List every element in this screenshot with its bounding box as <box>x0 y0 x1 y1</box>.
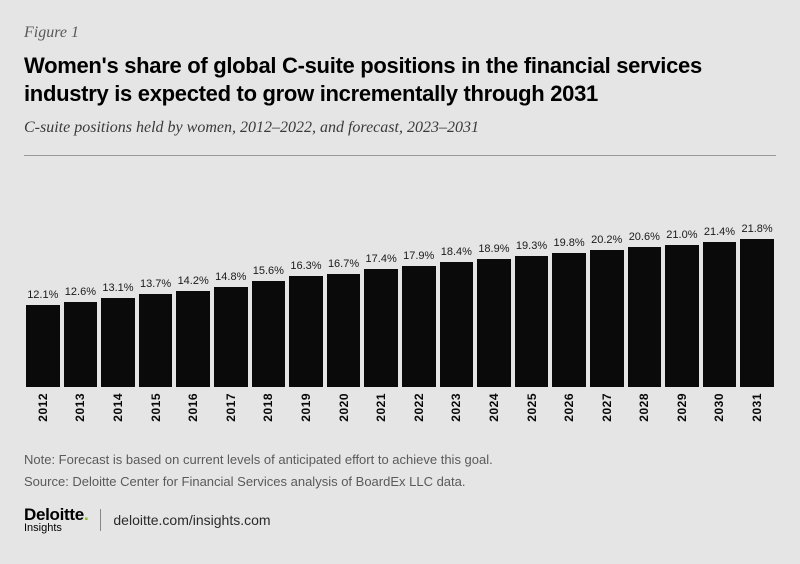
bar <box>139 294 173 387</box>
bar-wrap: 12.1% 2012 <box>26 289 60 422</box>
bar <box>214 287 248 388</box>
brand-name: Deloitte <box>24 505 84 524</box>
bar <box>703 242 737 388</box>
bar-value-label: 12.6% <box>65 286 96 298</box>
bar-wrap: 17.9% 2022 <box>402 250 436 422</box>
bar <box>101 298 135 387</box>
bar-wrap: 21.8% 2031 <box>740 223 774 422</box>
bar-category-label: 2029 <box>675 393 689 422</box>
bar-wrap: 15.6% 2018 <box>252 265 286 422</box>
bar-wrap: 18.4% 2023 <box>440 246 474 422</box>
bar-category-label: 2030 <box>712 393 726 422</box>
bar <box>628 247 662 387</box>
bar-value-label: 19.3% <box>516 240 547 252</box>
bar-category-label: 2020 <box>337 393 351 422</box>
bar-category-label: 2026 <box>562 393 576 422</box>
bar-category-label: 2027 <box>600 393 614 422</box>
site-url: deloitte.com/insights.com <box>113 512 270 528</box>
bar <box>289 276 323 387</box>
brand-dot-icon: . <box>84 505 88 524</box>
bar <box>64 302 98 388</box>
bar-value-label: 12.1% <box>27 289 58 301</box>
bar-wrap: 16.7% 2020 <box>327 258 361 422</box>
bar-value-label: 17.9% <box>403 250 434 262</box>
bar-value-label: 19.8% <box>554 237 585 249</box>
bar-category-label: 2014 <box>111 393 125 422</box>
bar-category-label: 2021 <box>374 393 388 422</box>
bar-value-label: 18.9% <box>478 243 509 255</box>
bar <box>552 253 586 388</box>
bar-category-label: 2018 <box>261 393 275 422</box>
bar-value-label: 13.1% <box>102 282 133 294</box>
bar-category-label: 2017 <box>224 393 238 422</box>
vertical-divider <box>100 509 101 531</box>
bar-wrap: 20.2% 2027 <box>590 234 624 422</box>
bar-value-label: 21.0% <box>666 229 697 241</box>
bar <box>402 266 436 388</box>
bar-category-label: 2028 <box>637 393 651 422</box>
bar-value-label: 16.7% <box>328 258 359 270</box>
bar-value-label: 21.4% <box>704 226 735 238</box>
bar-wrap: 17.4% 2021 <box>364 253 398 422</box>
bar-category-label: 2019 <box>299 393 313 422</box>
divider-line <box>24 155 776 156</box>
bar-value-label: 20.6% <box>629 231 660 243</box>
chart-title: Women's share of global C-suite position… <box>24 52 776 107</box>
chart-subtitle: C-suite positions held by women, 2012–20… <box>24 119 776 137</box>
bar-wrap: 21.0% 2029 <box>665 229 699 423</box>
bar-value-label: 14.8% <box>215 271 246 283</box>
source-line: Source: Deloitte Center for Financial Se… <box>24 472 776 492</box>
footnote: Note: Forecast is based on current level… <box>24 450 776 470</box>
bar-wrap: 21.4% 2030 <box>703 226 737 422</box>
footer: Deloitte. Insights deloitte.com/insights… <box>24 507 776 534</box>
brand-logo: Deloitte. Insights <box>24 507 88 534</box>
bar-wrap: 18.9% 2024 <box>477 243 511 422</box>
bar-category-label: 2012 <box>36 393 50 422</box>
figure-label: Figure 1 <box>24 24 776 42</box>
bar-wrap: 12.6% 2013 <box>64 286 98 422</box>
bar-wrap: 13.7% 2015 <box>139 278 173 422</box>
bar-category-label: 2031 <box>750 393 764 422</box>
bar-category-label: 2024 <box>487 393 501 422</box>
bar-wrap: 14.8% 2017 <box>214 271 248 422</box>
bar-category-label: 2015 <box>149 393 163 422</box>
brand-subname: Insights <box>24 523 88 533</box>
bar-category-label: 2022 <box>412 393 426 422</box>
bar <box>440 262 474 387</box>
bar-category-label: 2016 <box>186 393 200 422</box>
bar-value-label: 14.2% <box>178 275 209 287</box>
bar <box>665 245 699 388</box>
bar <box>740 239 774 387</box>
bar <box>327 274 361 388</box>
bar-wrap: 14.2% 2016 <box>176 275 210 422</box>
bar <box>252 281 286 387</box>
bar-wrap: 13.1% 2014 <box>101 282 135 422</box>
bar-category-label: 2013 <box>73 393 87 422</box>
bar-value-label: 21.8% <box>741 223 772 235</box>
bar-value-label: 13.7% <box>140 278 171 290</box>
bar-wrap: 20.6% 2028 <box>628 231 662 422</box>
bar <box>590 250 624 387</box>
bar-wrap: 19.8% 2026 <box>552 237 586 422</box>
bar-category-label: 2025 <box>525 393 539 422</box>
bar <box>515 256 549 387</box>
bar-wrap: 19.3% 2025 <box>515 240 549 422</box>
bar-wrap: 16.3% 2019 <box>289 260 323 422</box>
bar-value-label: 17.4% <box>366 253 397 265</box>
bar <box>477 259 511 388</box>
bar <box>364 269 398 387</box>
bar-category-label: 2023 <box>449 393 463 422</box>
bar-value-label: 18.4% <box>441 246 472 258</box>
bar <box>176 291 210 388</box>
bar <box>26 305 60 387</box>
bar-value-label: 15.6% <box>253 265 284 277</box>
bar-chart: 12.1% 2012 12.6% 2013 13.1% 2014 13.7% 2015 14.2… <box>24 192 776 422</box>
bar-value-label: 16.3% <box>290 260 321 272</box>
bar-value-label: 20.2% <box>591 234 622 246</box>
